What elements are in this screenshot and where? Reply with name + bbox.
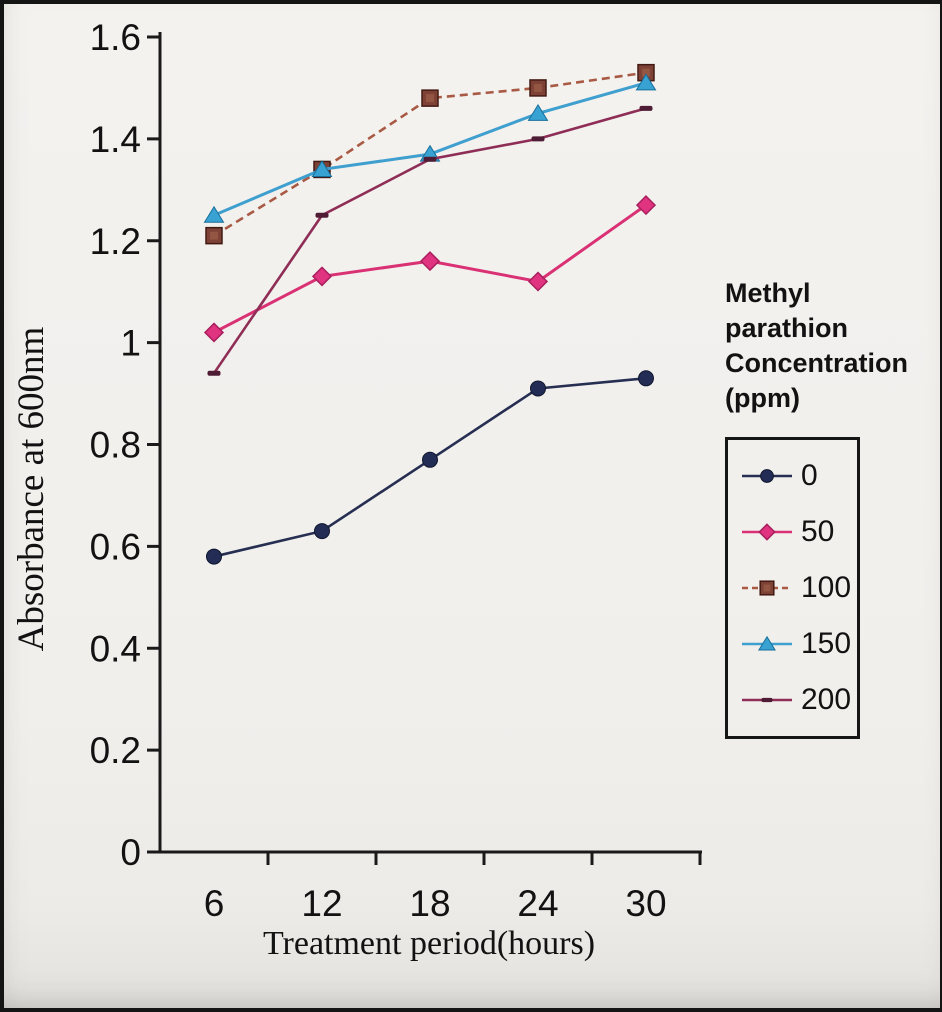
legend-marker-triangle [742, 635, 792, 651]
circle-marker [422, 451, 438, 468]
y-axis-title: Absorbance at 600nm [11, 326, 52, 652]
legend-item-0ppm: 0 [741, 459, 853, 493]
legend-item-200ppm: 200 [741, 683, 853, 717]
legend-label: 50 [801, 515, 835, 548]
y-tick-label: 0 [120, 832, 141, 873]
square-marker-texture [426, 94, 434, 103]
diamond-marker [635, 195, 657, 216]
legend-marker-square [742, 580, 792, 596]
diamond-marker [203, 322, 225, 343]
legend-label: 100 [801, 571, 852, 604]
diamond-marker [311, 266, 333, 287]
legend-item-50ppm: 50 [741, 515, 853, 549]
y-tick-label: 0.2 [90, 730, 141, 771]
legend: 0 50 100 150 200 [725, 437, 860, 739]
dash-marker [207, 370, 221, 376]
triangle-marker [758, 635, 776, 651]
y-tick-label: 0.6 [90, 526, 141, 567]
x-tick-label: 12 [301, 883, 342, 924]
x-tick-label: 24 [517, 883, 558, 924]
circle-marker [206, 548, 222, 565]
square-marker [529, 79, 547, 97]
square-marker-texture [210, 231, 218, 240]
square-marker [205, 226, 223, 245]
triangle-marker [527, 103, 549, 121]
diamond-marker [527, 271, 549, 292]
dash-marker [423, 156, 437, 162]
triangle-marker [311, 159, 333, 177]
circle-marker [314, 523, 330, 540]
y-tick-label: 1 [120, 323, 141, 364]
legend-marker-dash [742, 697, 792, 703]
circle-marker [638, 370, 654, 387]
circle-marker [760, 469, 774, 483]
x-tick-label: 6 [204, 883, 225, 924]
square-marker [421, 89, 439, 107]
x-tick-label: 30 [625, 883, 666, 924]
diamond-marker [419, 251, 441, 272]
dash-marker [531, 136, 545, 142]
legend-marker-diamond [742, 523, 792, 541]
legend-label: 0 [801, 459, 818, 492]
diamond-marker [758, 523, 776, 541]
y-tick-label: 1.6 [90, 17, 141, 58]
square-marker [759, 580, 775, 596]
dash-marker [639, 105, 653, 111]
x-tick-label: 18 [409, 883, 450, 924]
triangle-marker [635, 73, 657, 91]
x-axis-title: Treatment period(hours) [262, 925, 596, 962]
square-marker-texture [763, 584, 771, 592]
series-line-100ppm [213, 71, 647, 237]
legend-item-100ppm: 100 [741, 571, 853, 605]
y-tick-label: 0.8 [90, 425, 141, 466]
y-tick-label: 1.4 [90, 119, 141, 160]
square-marker-texture [642, 68, 650, 77]
y-tick-label: 0.4 [90, 628, 141, 669]
triangle-marker [203, 205, 225, 223]
square-marker-texture [534, 83, 542, 92]
legend-title: Methyl parathion Concentration (ppm) [725, 278, 909, 413]
dash-marker [761, 697, 773, 703]
legend-label: 150 [801, 627, 852, 660]
legend-label: 200 [801, 683, 852, 716]
dash-marker [315, 212, 329, 218]
circle-marker [530, 380, 546, 397]
line-chart-plot: 0 0.2 0.4 0.6 0.8 1 1.2 1.4 1.6 6 12 18 24 30 [90, 17, 702, 924]
y-tick-label: 1.2 [90, 221, 141, 262]
legend-marker-circle [742, 469, 792, 483]
legend-item-150ppm: 150 [741, 627, 853, 661]
